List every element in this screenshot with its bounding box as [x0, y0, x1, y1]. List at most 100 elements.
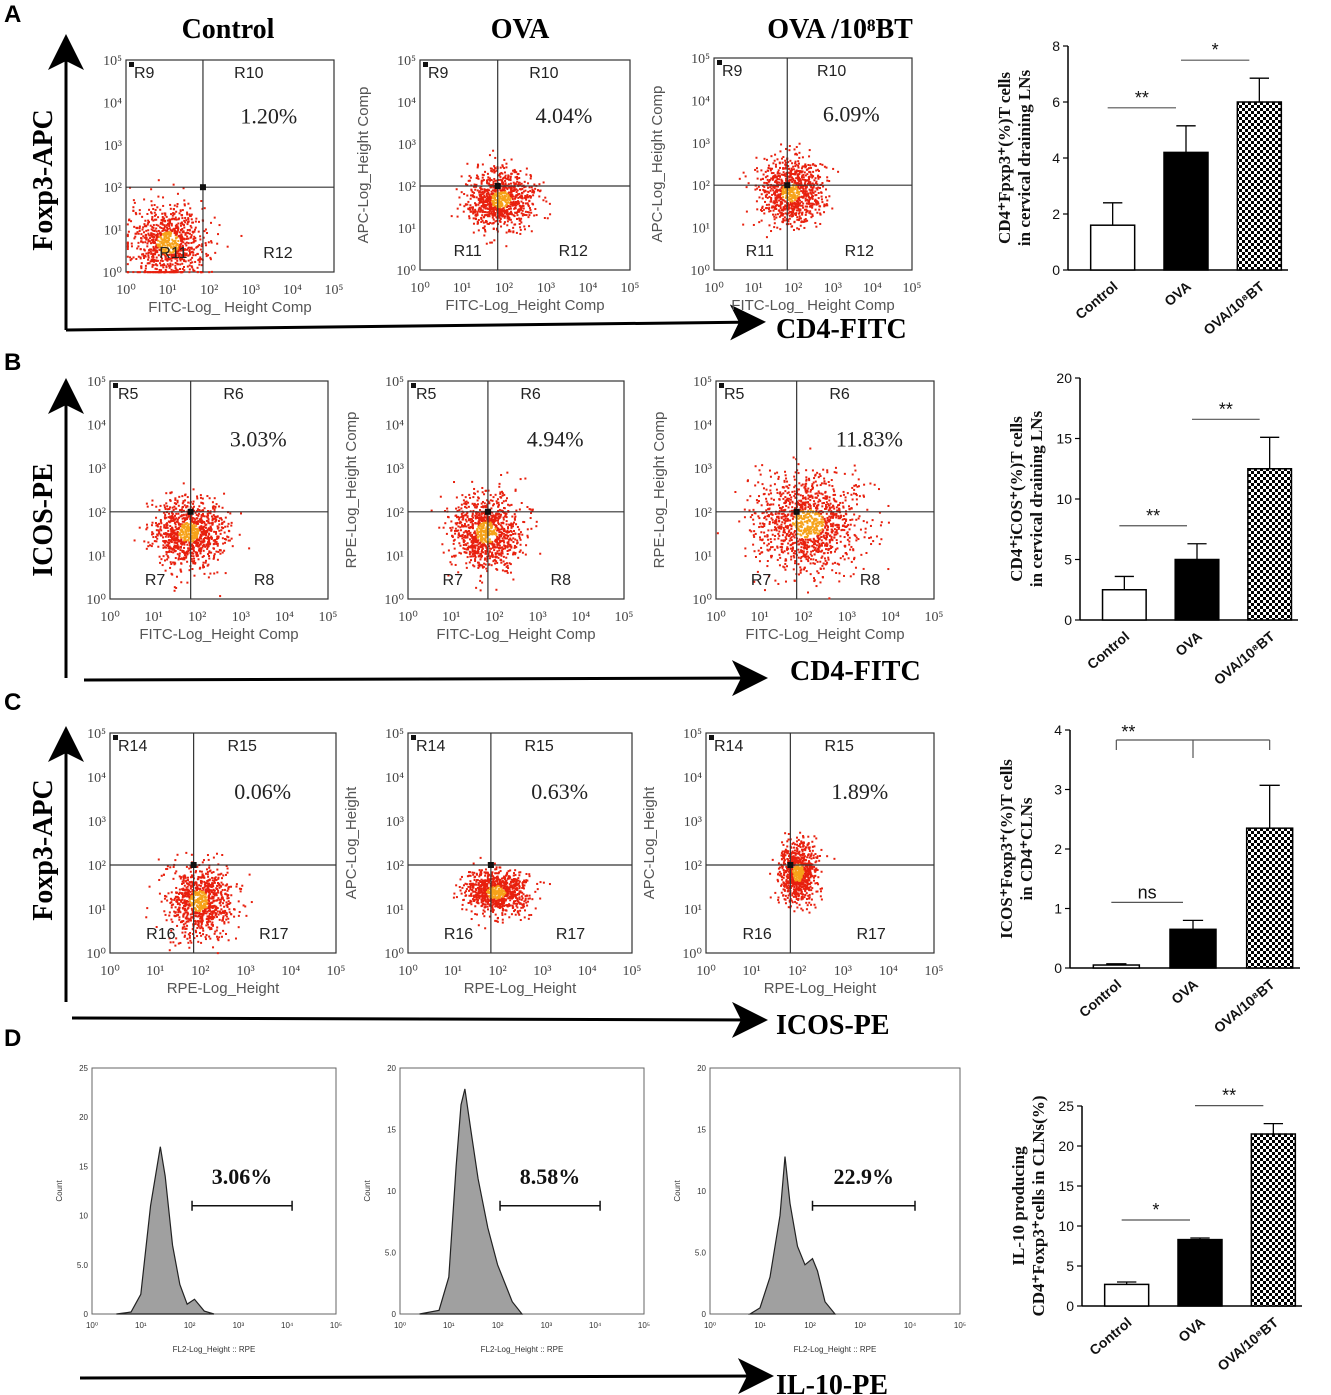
event-dot — [183, 504, 186, 507]
event-dot — [175, 250, 178, 253]
event-dot — [210, 528, 213, 531]
event-dot — [515, 212, 518, 215]
event-dot — [783, 173, 786, 176]
event-dot — [790, 190, 793, 193]
event-dot — [523, 180, 526, 183]
event-dot — [489, 221, 492, 224]
event-dot — [778, 178, 781, 181]
event-dot — [204, 559, 207, 562]
event-dot — [153, 229, 156, 232]
event-dot — [179, 245, 182, 248]
event-dot — [167, 257, 170, 260]
event-dot — [510, 524, 513, 527]
event-dot — [507, 540, 510, 543]
event-dot — [514, 211, 517, 214]
event-dot — [474, 514, 477, 517]
event-dot — [501, 490, 504, 493]
event-dot — [479, 564, 482, 567]
event-dot — [155, 268, 158, 271]
event-dot — [797, 173, 800, 176]
event-dot — [186, 525, 189, 528]
event-dot — [156, 206, 159, 209]
event-dot — [779, 228, 782, 231]
event-dot — [227, 529, 230, 532]
event-dot — [175, 586, 178, 589]
event-dot — [178, 253, 181, 256]
event-dot — [199, 542, 202, 545]
event-dot — [785, 206, 788, 209]
event-dot — [805, 179, 808, 182]
event-dot — [815, 182, 818, 185]
event-dot — [129, 256, 132, 259]
event-dot — [795, 183, 798, 186]
event-dot — [187, 246, 190, 249]
event-dot — [507, 510, 510, 513]
event-dot — [163, 533, 166, 536]
event-dot — [164, 569, 167, 572]
event-dot — [786, 480, 789, 483]
event-dot — [518, 222, 521, 225]
event-dot — [817, 201, 820, 204]
event-dot — [486, 560, 489, 563]
event-dot — [174, 266, 177, 269]
event-dot — [453, 547, 456, 550]
event-dot — [794, 165, 797, 168]
event-dot — [825, 203, 828, 206]
event-dot — [519, 228, 522, 231]
event-dot — [785, 147, 788, 150]
event-dot — [194, 521, 197, 524]
event-dot — [187, 529, 190, 532]
event-dot — [538, 183, 541, 186]
event-dot — [497, 206, 500, 209]
event-dot — [489, 494, 492, 497]
event-dot — [202, 555, 205, 558]
event-dot — [485, 529, 488, 532]
event-dot — [186, 213, 189, 216]
event-dot — [506, 541, 509, 544]
event-dot — [510, 190, 513, 193]
event-dot — [782, 171, 785, 174]
event-dot — [188, 232, 191, 235]
event-dot — [182, 526, 185, 529]
event-dot — [808, 167, 811, 170]
event-dot — [485, 242, 488, 245]
event-dot — [187, 242, 190, 245]
event-dot — [227, 536, 230, 539]
event-dot — [518, 181, 521, 184]
event-dot — [488, 195, 491, 198]
event-dot — [180, 253, 183, 256]
event-dot — [145, 236, 148, 239]
event-dot — [758, 196, 761, 199]
event-dot — [160, 255, 163, 258]
event-dot — [474, 503, 477, 506]
x-arrow-d — [79, 1358, 774, 1395]
event-dot — [518, 537, 521, 540]
event-dot — [799, 202, 802, 205]
event-dot — [165, 271, 168, 274]
event-dot — [190, 529, 193, 532]
event-dot — [191, 519, 194, 522]
event-dot — [797, 179, 800, 182]
event-dot — [164, 256, 167, 259]
event-dot — [152, 532, 155, 535]
event-dot — [474, 492, 477, 495]
event-dot — [783, 531, 786, 534]
event-dot — [495, 219, 498, 222]
event-dot — [798, 182, 801, 185]
y-marker-b: ICOS-PE — [28, 463, 59, 577]
event-dot — [804, 197, 807, 200]
event-dot — [814, 164, 817, 167]
event-dot — [174, 525, 177, 528]
event-dot — [183, 219, 186, 222]
event-dot — [169, 540, 172, 543]
event-dot — [809, 212, 812, 215]
event-dot — [180, 514, 183, 517]
event-dot — [502, 518, 505, 521]
event-dot — [806, 219, 809, 222]
event-dot — [485, 179, 488, 182]
event-dot — [458, 522, 461, 525]
event-dot — [495, 525, 498, 528]
event-dot — [787, 208, 790, 211]
event-dot — [221, 551, 224, 554]
event-dot — [202, 514, 205, 517]
